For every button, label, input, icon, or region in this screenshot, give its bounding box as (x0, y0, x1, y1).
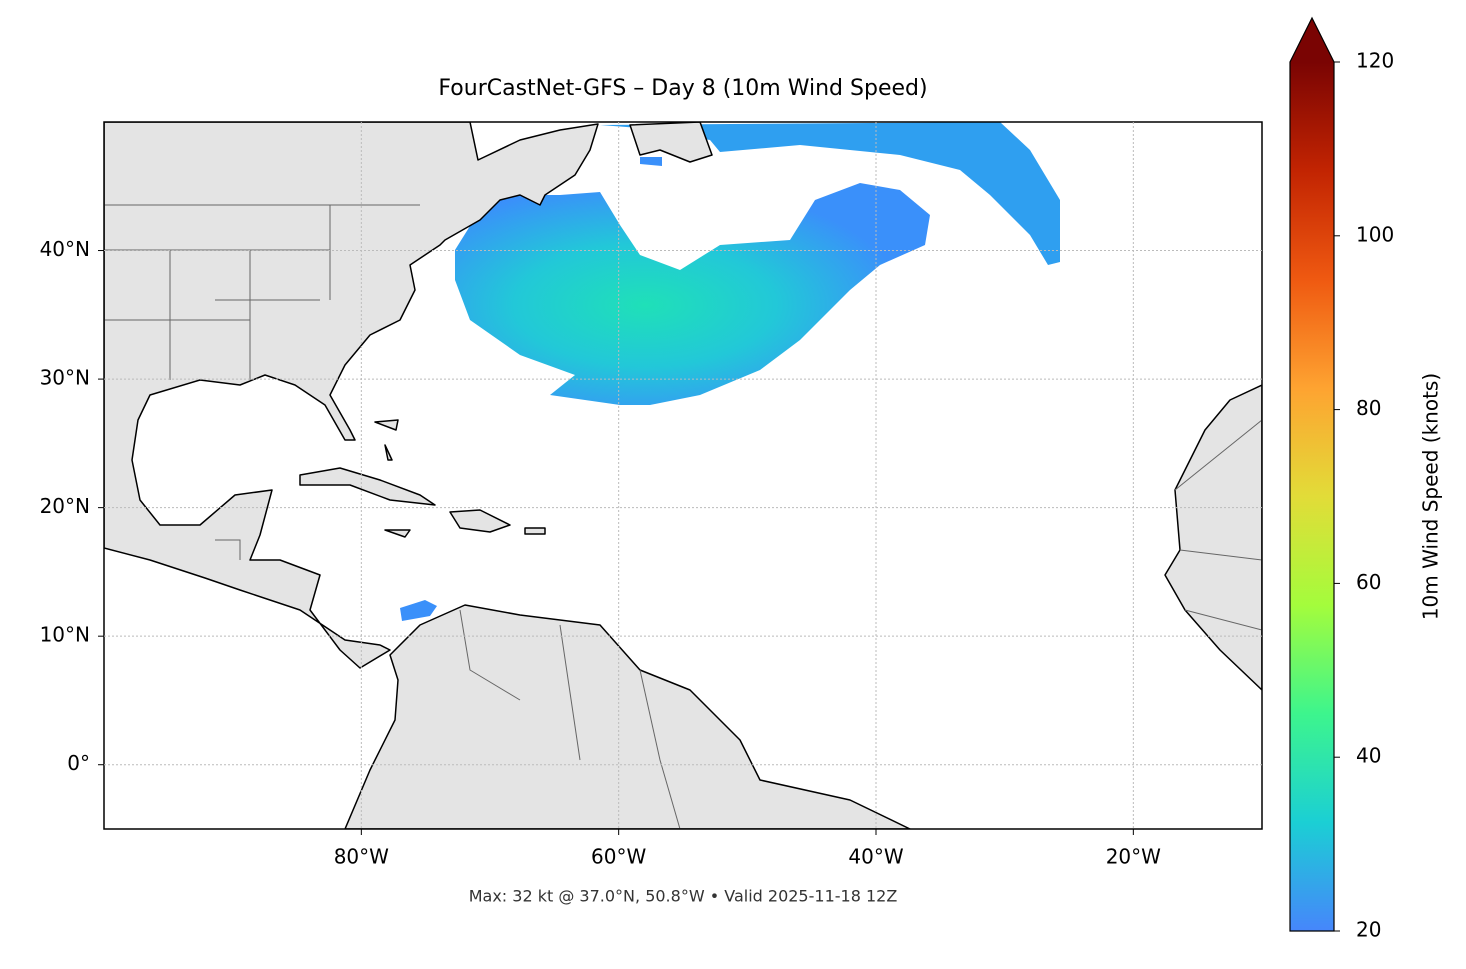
y-tick-label: 0° (67, 751, 90, 775)
borders (104, 204, 1262, 829)
map (104, 122, 1262, 829)
jamaica (384, 529, 411, 538)
wind-field (455, 183, 930, 405)
colorbar-tick-label: 40 (1356, 744, 1381, 768)
wind-field (600, 122, 1060, 265)
cuba (299, 467, 436, 506)
colorbar-frame (1289, 16, 1335, 932)
grid (104, 122, 1262, 829)
x-tick-label: 60°W (591, 845, 646, 869)
puerto-rico (524, 527, 546, 535)
colorbar-label: 10m Wind Speed (knots) (1419, 373, 1443, 620)
south-america (344, 604, 911, 829)
newfoundland (629, 122, 713, 163)
colorbar-tick-label: 60 (1356, 570, 1381, 594)
y-tick-label: 20°N (40, 494, 90, 518)
x-tick-label: 80°W (334, 845, 389, 869)
colorbar-tick-label: 20 (1356, 918, 1381, 942)
axes-frame (103, 121, 1263, 830)
colorbar-extend (1290, 18, 1334, 62)
africa (1164, 384, 1262, 691)
y-tick-label: 10°N (40, 623, 90, 647)
colorbar-tick-label: 80 (1356, 396, 1381, 420)
x-tick-label: 20°W (1106, 845, 1161, 869)
colorbar: 20 40 60 80 100 120 10m Wind Speed (knots) (1289, 16, 1443, 942)
chart-title: FourCastNet-GFS – Day 8 (10m Wind Speed) (438, 76, 927, 101)
bahamas (374, 419, 399, 461)
y-tick-label: 30°N (40, 366, 90, 390)
hispaniola (449, 509, 511, 533)
ticks: 80°W 60°W 40°W 20°W 0° 10°N 20°N 30°N 40°N (40, 237, 1162, 868)
x-tick-label: 40°W (848, 845, 903, 869)
colorbar-tick-label: 100 (1356, 222, 1394, 246)
y-tick-label: 40°N (40, 237, 90, 261)
annotation: Max: 32 kt @ 37.0°N, 50.8°W • Valid 2025… (469, 887, 898, 906)
colorbar-tick-label: 120 (1356, 49, 1394, 73)
north-america (104, 122, 599, 669)
colorbar-scale (1290, 62, 1334, 931)
